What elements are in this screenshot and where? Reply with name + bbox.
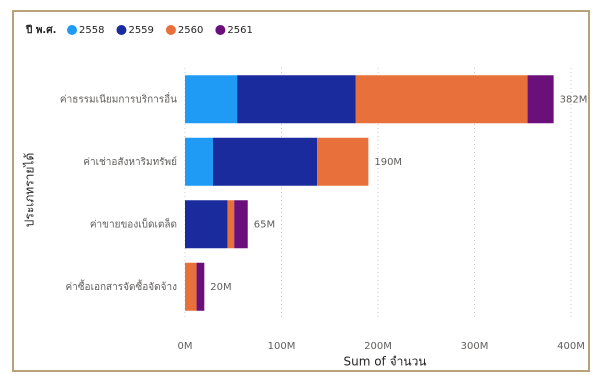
legend-title: ปี พ.ศ. bbox=[25, 24, 56, 36]
x-tick-label: 400M bbox=[557, 341, 585, 352]
bar-segment bbox=[355, 75, 528, 124]
bar-segment bbox=[527, 75, 554, 124]
legend-swatch bbox=[116, 25, 127, 35]
bar-segment bbox=[185, 200, 228, 249]
y-tick-label: ค่าธรรมเนียมการบริการอื่น bbox=[60, 91, 177, 105]
total-label: 20M bbox=[210, 282, 231, 293]
bar-segment bbox=[185, 262, 197, 311]
legend-swatch bbox=[165, 25, 176, 35]
legend-label: 2561 bbox=[227, 25, 252, 36]
total-label: 382M bbox=[560, 94, 588, 105]
bar-segment bbox=[185, 137, 213, 186]
total-label: 190M bbox=[374, 157, 402, 168]
x-tick-label: 200M bbox=[364, 341, 392, 352]
frame bbox=[12, 10, 590, 372]
bar-segment bbox=[185, 75, 238, 124]
legend-label: 2559 bbox=[128, 25, 153, 36]
y-tick-label: ค่าขายของเบ็ดเตล็ด bbox=[90, 216, 177, 230]
bar-segment bbox=[212, 137, 318, 186]
x-tick-label: 300M bbox=[461, 341, 489, 352]
total-label: 65M bbox=[254, 219, 275, 230]
x-tick-label: 100M bbox=[268, 341, 296, 352]
legend-label: 2560 bbox=[178, 25, 203, 36]
legend-swatch bbox=[67, 25, 77, 35]
bar-segment bbox=[227, 200, 235, 249]
legend-label: 2558 bbox=[79, 25, 104, 36]
y-tick-label: ค่าซื้อเอกสารจัดซื้อจัดจ้าง bbox=[65, 279, 177, 293]
x-tick-label: 0M bbox=[178, 341, 193, 352]
bar-segment bbox=[237, 75, 356, 124]
legend-swatch bbox=[215, 25, 226, 35]
bar-segment bbox=[317, 137, 369, 186]
bar-segment bbox=[196, 262, 205, 311]
bar-segment bbox=[234, 200, 248, 249]
y-axis-title: ประเภทรายได้ bbox=[23, 153, 37, 227]
y-tick-label: ค่าเช่าอสังหาริมทรัพย์ bbox=[83, 156, 177, 168]
x-axis-title: Sum of จำนวน bbox=[343, 355, 426, 369]
